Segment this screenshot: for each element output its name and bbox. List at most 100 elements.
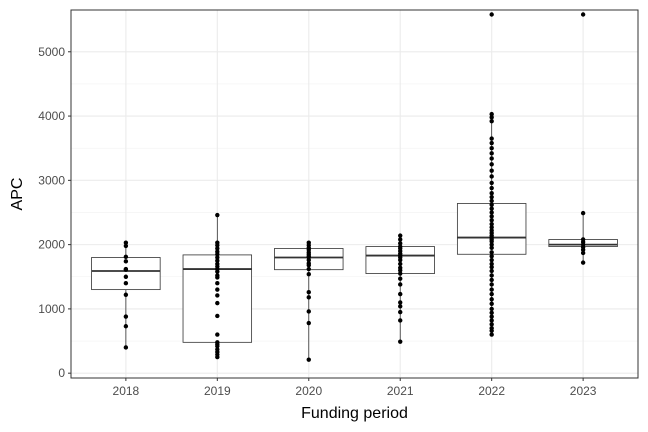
data-point [398,339,403,344]
data-point [489,297,494,302]
data-point [398,304,403,309]
data-point [489,242,494,247]
data-point [489,332,494,337]
data-point [489,198,494,204]
data-point [215,258,220,263]
x-tick-label: 2018 [113,384,140,398]
y-tick-label: 5000 [38,45,65,59]
data-point [489,318,494,323]
data-point [489,306,494,312]
data-point [489,214,494,219]
data-point [306,357,311,362]
data-point [123,314,129,319]
data-point [489,245,494,251]
data-point [489,268,494,274]
data-point [306,295,311,300]
data-point [215,300,220,306]
data-point [398,271,403,276]
data-point [489,250,494,255]
data-point [489,210,494,215]
x-tick-label: 2021 [387,384,414,398]
data-point [398,265,403,270]
data-point [123,240,129,245]
data-point [489,225,494,230]
data-point [123,345,129,350]
data-point [215,212,220,218]
data-point [580,12,586,17]
data-point [123,324,129,329]
data-point [489,111,494,117]
data-point [489,261,494,267]
data-point [489,190,494,196]
x-axis: 2018 2019 2020 2021 2022 2023 [113,378,597,398]
point-layer [123,12,586,362]
data-point [489,180,494,186]
data-point [489,151,494,156]
y-tick-label: 0 [58,366,65,380]
y-axis-title: APC [9,178,26,211]
data-point [123,274,129,279]
data-point [489,253,494,259]
data-point [489,119,494,124]
data-point [215,240,220,245]
data-point [489,325,494,331]
data-point [489,282,494,287]
plot-border [70,9,639,379]
data-point [489,322,494,327]
data-point [489,257,494,263]
data-point [489,140,494,146]
data-point [215,261,220,267]
x-tick-label: 2022 [478,384,505,398]
data-point [215,332,220,337]
data-point [489,146,494,151]
x-tick-label: 2020 [295,384,322,398]
data-point [489,156,494,161]
x-tick-label: 2023 [570,384,597,398]
data-point [398,244,403,249]
y-tick-label: 1000 [38,302,65,316]
data-point [215,347,220,352]
data-point [398,237,403,242]
data-point [306,289,311,295]
data-point [489,287,494,292]
data-point [489,206,494,211]
data-point [489,168,494,173]
data-point [215,313,220,319]
data-point [489,115,494,120]
data-point [489,301,494,306]
data-point [215,273,220,278]
x-axis-title: Funding period [301,405,408,422]
data-point [398,233,403,238]
data-point [398,241,403,246]
data-point [306,266,311,272]
data-point [398,318,403,323]
data-point [215,280,220,286]
data-point [489,185,494,191]
data-point [123,266,129,272]
x-tick-label: 2019 [204,384,231,398]
y-tick-label: 4000 [38,109,65,123]
data-point [489,221,494,227]
data-point [489,162,494,167]
data-point [398,291,403,297]
data-point [398,309,403,315]
data-point [489,277,494,283]
data-point [306,271,311,277]
data-point [215,246,220,251]
data-point [306,320,311,326]
data-point [489,291,494,297]
data-point [489,174,494,179]
data-point [580,210,586,216]
y-tick-label: 3000 [38,173,65,187]
plot-panel [71,10,638,378]
data-point [306,240,311,245]
data-point [489,194,494,200]
data-point [215,255,220,260]
data-point [489,217,494,223]
data-point [215,249,220,254]
y-tick-label: 2000 [38,238,65,252]
data-point [123,254,129,260]
data-point [580,260,586,265]
y-axis: 0 1000 2000 3000 4000 5000 [38,45,71,380]
